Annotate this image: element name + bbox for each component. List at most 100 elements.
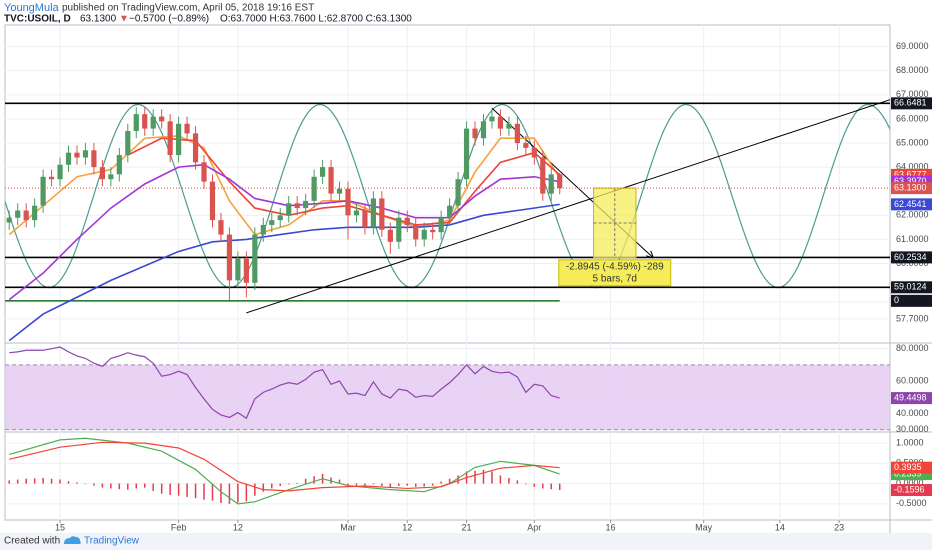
y-tick-label: 62.0000 xyxy=(896,210,929,220)
candle-body xyxy=(125,131,131,156)
candle-body xyxy=(472,128,478,139)
histogram-bar xyxy=(525,483,527,485)
author: YoungMula xyxy=(4,2,60,14)
histogram-bar xyxy=(508,477,510,484)
footer-brand[interactable]: TradingView xyxy=(84,536,140,547)
histogram-bar xyxy=(474,470,476,484)
histogram-bar xyxy=(76,482,78,484)
measure-label: -2.8945 (-4.59%) -289 xyxy=(566,261,664,272)
x-tick-label: Mar xyxy=(340,522,356,532)
x-tick-label: 12 xyxy=(402,522,412,532)
axis-value-label: 49.4498 xyxy=(894,392,927,402)
candle-body xyxy=(252,234,258,283)
macd-pane xyxy=(5,432,890,520)
y-tick-label: 80.0000 xyxy=(896,343,929,353)
histogram-bar xyxy=(271,483,273,489)
histogram-bar xyxy=(110,483,112,489)
candle-body xyxy=(294,203,300,209)
candle-body xyxy=(260,224,266,235)
candle-body xyxy=(370,198,376,228)
symbol: TVC:USOIL, D xyxy=(4,14,71,25)
candle-body xyxy=(15,210,21,218)
candle-body xyxy=(421,229,427,240)
candle-body xyxy=(548,174,554,194)
candle-body xyxy=(463,128,470,180)
histogram-bar xyxy=(245,483,248,502)
axis-value-label: 0.3935 xyxy=(894,462,922,472)
histogram-bar xyxy=(448,478,451,484)
histogram-bar xyxy=(338,479,341,484)
y-tick-label: 60.0000 xyxy=(896,375,929,385)
y-tick-label: 66.0000 xyxy=(896,113,929,123)
histogram-bar xyxy=(42,477,44,484)
candle-body xyxy=(269,220,275,225)
rsi-pane xyxy=(5,343,890,432)
histogram-bar xyxy=(194,483,197,499)
x-tick-label: 16 xyxy=(606,522,616,532)
measure-label-box xyxy=(558,259,672,287)
candle-body xyxy=(557,174,563,189)
histogram-bar xyxy=(25,478,27,484)
candle-body xyxy=(150,116,156,129)
histogram-bar xyxy=(304,478,307,484)
candle-body xyxy=(379,198,385,230)
y-tick-label: 0.0000 xyxy=(896,478,924,488)
axis-value-box xyxy=(891,198,932,211)
y-tick-label: 69.0000 xyxy=(896,41,929,51)
candle-body xyxy=(159,116,165,122)
candle-body xyxy=(506,123,512,129)
histogram-bar xyxy=(8,480,10,484)
histogram-bar xyxy=(33,478,36,484)
candle-body xyxy=(226,234,233,281)
x-tick-label: 12 xyxy=(233,522,243,532)
candle-body xyxy=(277,215,283,221)
candle-body xyxy=(447,205,453,218)
candle-body xyxy=(286,203,292,216)
candle-body xyxy=(82,150,89,158)
histogram-bar xyxy=(186,483,188,497)
histogram-bar xyxy=(93,483,95,486)
axis-value-box xyxy=(891,461,932,474)
candle-body xyxy=(430,229,436,233)
candle-body xyxy=(540,157,546,194)
axis-value-box xyxy=(891,294,932,307)
histogram-bar xyxy=(389,483,392,488)
histogram-bar xyxy=(152,483,154,491)
axis-value-box xyxy=(891,97,932,110)
candle-body xyxy=(404,217,410,225)
moving-average xyxy=(8,203,560,342)
candle-body xyxy=(6,217,12,223)
candle-body xyxy=(438,217,444,233)
histogram-bar xyxy=(440,481,442,484)
x-tick-label: 14 xyxy=(775,522,785,532)
candle-body xyxy=(531,147,537,158)
header-price: 63.1300 xyxy=(80,14,117,25)
histogram-bar xyxy=(313,476,315,484)
candle-body xyxy=(235,258,241,281)
y-tick-label: 61.0000 xyxy=(896,234,929,244)
candle-body xyxy=(65,152,72,165)
x-tick-label: Feb xyxy=(171,522,187,532)
axis-value-label: 62.4541 xyxy=(894,199,927,209)
rsi-line xyxy=(9,346,560,420)
candle-body xyxy=(192,133,199,163)
histogram-bar xyxy=(516,480,519,484)
histogram-bar xyxy=(220,483,222,504)
footer-created: Created with xyxy=(4,536,60,547)
histogram-bar xyxy=(67,481,70,484)
candle-body xyxy=(74,152,80,158)
histogram-bar xyxy=(228,483,231,504)
histogram-bar xyxy=(254,483,256,496)
axis-value-label: 66.6481 xyxy=(894,98,927,108)
histogram-bar xyxy=(16,479,19,484)
candle-body xyxy=(91,150,97,168)
axis-value-box xyxy=(891,484,932,497)
histogram-bar xyxy=(482,469,485,484)
candle-body xyxy=(303,200,309,209)
x-tick-label: May xyxy=(695,522,713,532)
header-change: −0.5700 (−0.89%) xyxy=(129,14,209,25)
candle-body xyxy=(514,123,520,144)
histogram-bar xyxy=(203,483,205,500)
candle-body xyxy=(523,143,529,148)
